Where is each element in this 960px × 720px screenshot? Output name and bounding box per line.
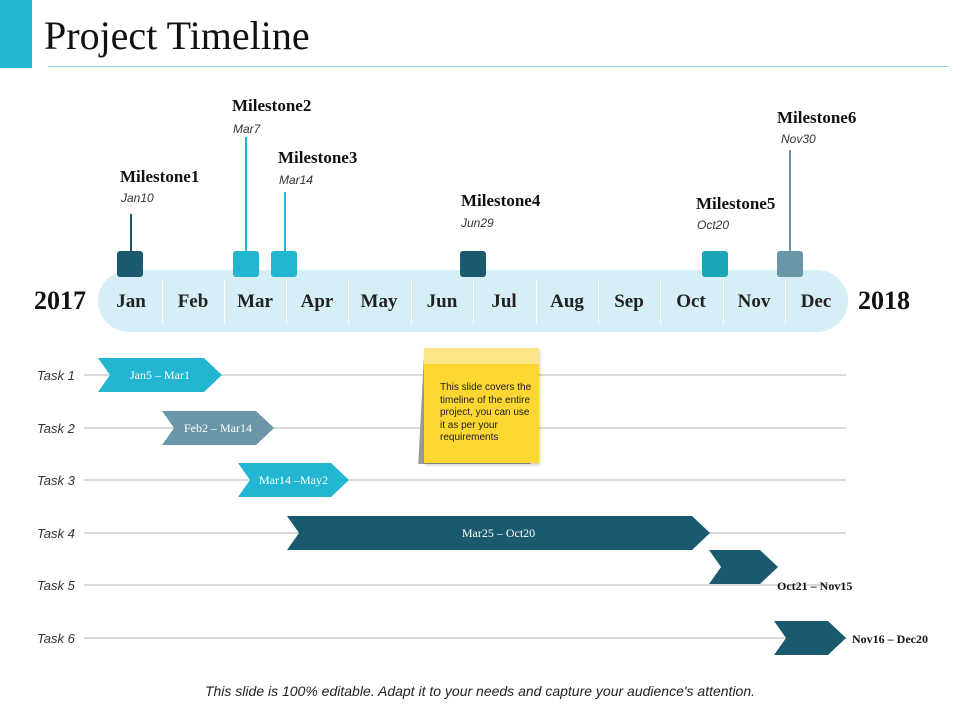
milestone-6-stem [789, 150, 791, 252]
milestone-3-stem [284, 192, 286, 252]
month-divider [536, 280, 537, 324]
milestone-1-marker [117, 251, 143, 277]
milestone-2-name: Milestone2 [232, 96, 312, 115]
task-2-label: Task 2 [37, 421, 75, 436]
month-sep: Sep [614, 291, 644, 312]
month-feb: Feb [177, 291, 209, 312]
milestone-4-marker [460, 251, 486, 277]
milestone-6-date: Nov30 [781, 132, 816, 146]
milestone-3-date: Mar14 [279, 173, 314, 187]
task-6-range: Nov16 – Dec20 [852, 632, 928, 646]
task-1-label: Task 1 [37, 368, 75, 383]
task-2-bar: Feb2 – Mar14 [162, 411, 274, 445]
sticky-note-text: This slide covers the timeline of the en… [440, 382, 532, 443]
milestone-2-marker [233, 251, 259, 277]
milestone-2-date: Mar7 [233, 122, 261, 136]
milestone-3-name: Milestone3 [278, 148, 358, 167]
milestone-5-marker [702, 251, 728, 277]
milestone-4-name: Milestone4 [461, 191, 541, 210]
task-3-line [84, 479, 846, 481]
milestone-3-marker [271, 251, 297, 277]
title-accent-bar [0, 0, 32, 68]
page-title: Project Timeline [44, 13, 310, 58]
month-divider [598, 280, 599, 324]
end-year: 2018 [858, 286, 910, 315]
task-6-line [84, 637, 846, 639]
milestone-6-name: Milestone6 [777, 108, 857, 127]
month-divider [162, 280, 163, 324]
milestone-2-stem [245, 137, 247, 252]
month-oct: Oct [676, 291, 706, 312]
month-may: May [360, 291, 398, 312]
task-3-label: Task 3 [37, 473, 75, 488]
month-dec: Dec [800, 291, 832, 312]
task-4-label: Task 4 [37, 526, 75, 541]
month-divider [411, 280, 412, 324]
task-5-bar [709, 550, 778, 584]
milestone-1-name: Milestone1 [120, 167, 200, 186]
month-divider [348, 280, 349, 324]
month-aug: Aug [550, 291, 584, 312]
footer-caption: This slide is 100% editable. Adapt it to… [204, 683, 756, 699]
task-5-label: Task 5 [37, 578, 75, 593]
month-divider [660, 280, 661, 324]
month-divider [286, 280, 287, 324]
title-underline [48, 66, 948, 67]
month-divider [473, 280, 474, 324]
task-1-bar: Jan5 – Mar1 [98, 358, 222, 392]
milestone-1-date: Jan10 [121, 191, 154, 205]
task-6-bar [774, 621, 846, 655]
month-jan: Jan [116, 291, 146, 312]
month-mar: Mar [237, 291, 273, 312]
month-divider [723, 280, 724, 324]
month-divider [785, 280, 786, 324]
task-5-line [84, 584, 846, 586]
month-divider [224, 280, 225, 324]
start-year: 2017 [34, 286, 86, 315]
month-apr: Apr [300, 291, 334, 312]
task-6-label: Task 6 [37, 631, 75, 646]
month-jun: Jun [426, 291, 458, 312]
month-jul: Jul [491, 291, 517, 312]
sticky-note-fold [424, 348, 539, 364]
milestone-6-marker [777, 251, 803, 277]
milestone-5-name: Milestone5 [696, 194, 776, 213]
milestone-1-stem [130, 214, 132, 252]
task-4-bar: Mar25 – Oct20 [287, 516, 710, 550]
task-3-bar: Mar14 –May2 [238, 463, 349, 497]
milestone-5-date: Oct20 [697, 218, 730, 232]
sticky-note: This slide covers the timeline of the en… [424, 348, 539, 463]
milestone-4-date: Jun29 [461, 216, 494, 230]
month-nov: Nov [737, 291, 771, 312]
task-5-range: Oct21 – Nov15 [777, 579, 853, 593]
